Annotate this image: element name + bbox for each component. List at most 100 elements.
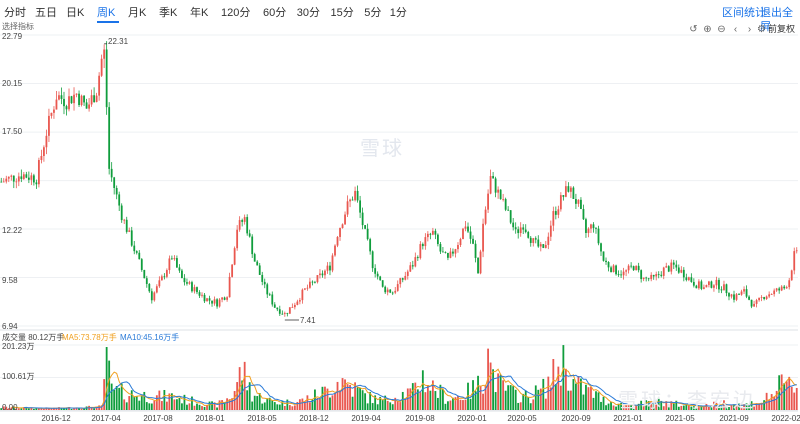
- period-tab-8[interactable]: 60分: [263, 7, 287, 19]
- volume-bar: [100, 405, 103, 410]
- period-tab-3[interactable]: 周K: [97, 7, 116, 19]
- volume-bar: [231, 398, 234, 410]
- candle: [43, 145, 45, 162]
- candle: [590, 223, 592, 233]
- volume-bar: [191, 396, 193, 410]
- period-tab-12[interactable]: 1分: [389, 7, 407, 19]
- settings-icon[interactable]: ⚙: [757, 24, 766, 35]
- range-stats-link[interactable]: 区间统计: [722, 7, 766, 19]
- period-tab-5[interactable]: 季K: [159, 7, 178, 19]
- volume-bar: [286, 399, 289, 410]
- period-tab-6[interactable]: 年K: [190, 7, 209, 19]
- volume-bar: [725, 406, 728, 410]
- volume-bar: [436, 397, 439, 410]
- candle: [728, 292, 730, 301]
- period-tab-11[interactable]: 5分: [364, 7, 382, 19]
- candle: [143, 269, 146, 279]
- candle: [20, 169, 23, 183]
- volume-bar: [301, 398, 304, 410]
- candle: [758, 297, 761, 302]
- candle: [499, 189, 502, 200]
- candle: [753, 300, 755, 307]
- candle: [58, 91, 60, 101]
- candle: [211, 300, 213, 307]
- candle: [504, 197, 507, 212]
- candle: [519, 222, 522, 237]
- volume-bar: [720, 406, 723, 410]
- candle: [738, 293, 740, 295]
- time-tick-13: 2021-09: [719, 414, 749, 423]
- period-tab-7[interactable]: 120分: [221, 7, 251, 19]
- candle: [123, 218, 126, 225]
- candle: [218, 298, 221, 308]
- candle: [775, 287, 778, 292]
- candle: [226, 296, 229, 302]
- volume-bar: [607, 403, 610, 410]
- candle: [168, 255, 171, 274]
- volume-bar: [539, 388, 542, 410]
- scroll-right-icon[interactable]: ›: [747, 24, 752, 35]
- candle: [482, 218, 484, 258]
- volume-bar: [426, 384, 429, 410]
- volume-bar: [2, 406, 5, 410]
- scroll-left-icon[interactable]: ‹: [733, 24, 738, 35]
- volume-bar: [344, 379, 346, 410]
- volume-bar: [236, 382, 239, 410]
- candle: [697, 279, 700, 290]
- volume-bar: [163, 389, 166, 410]
- candle: [612, 264, 615, 273]
- period-tab-4[interactable]: 月K: [128, 7, 147, 19]
- period-tab-1[interactable]: 五日: [35, 7, 57, 19]
- volume-bar: [319, 399, 321, 410]
- candle: [263, 278, 266, 289]
- volume-bar: [73, 408, 75, 410]
- volume-bar: [517, 402, 520, 410]
- volume-bar: [411, 383, 414, 410]
- candle: [140, 258, 143, 272]
- undo-icon[interactable]: ↺: [689, 24, 698, 35]
- volume-bar: [273, 402, 276, 410]
- candle: [740, 289, 743, 296]
- volume-bar: [758, 403, 761, 410]
- candle: [763, 296, 766, 301]
- candle: [191, 280, 193, 293]
- candle: [339, 227, 341, 241]
- adjust-select[interactable]: 前复权: [768, 24, 796, 34]
- indicator-select[interactable]: 选择指标: [2, 22, 34, 31]
- candle: [647, 277, 650, 282]
- zoom-out-icon[interactable]: ⊖: [717, 24, 726, 35]
- volume-bar: [283, 405, 286, 410]
- volume-bar: [65, 407, 68, 410]
- candle: [314, 280, 316, 284]
- exit-fullscreen-link[interactable]: 退出全屏: [760, 7, 793, 33]
- volume-bar: [37, 408, 40, 410]
- candle: [53, 106, 55, 119]
- volume-bar: [145, 402, 148, 410]
- volume-tick-3: 0.00: [2, 403, 18, 412]
- volume-bar: [349, 384, 351, 410]
- volume-bar: [63, 408, 65, 410]
- volume-bar: [251, 401, 254, 410]
- candle: [429, 232, 432, 240]
- volume-bar: [708, 406, 710, 410]
- candle: [745, 285, 748, 299]
- period-tab-9[interactable]: 30分: [296, 7, 320, 19]
- volume-bar: [316, 397, 319, 410]
- volume-bar: [7, 408, 10, 410]
- volume-bar: [258, 393, 261, 410]
- period-tab-0[interactable]: 分时: [4, 7, 26, 19]
- volume-bar: [75, 407, 78, 410]
- period-tab-10[interactable]: 15分: [330, 7, 354, 19]
- candle: [135, 250, 138, 255]
- volume-bar: [442, 389, 444, 410]
- zoom-in-icon[interactable]: ⊕: [703, 24, 712, 35]
- volume-bar: [610, 401, 612, 410]
- volume-bar: [55, 408, 58, 410]
- volume-bar: [569, 390, 572, 410]
- volume-bar: [326, 388, 329, 410]
- volume-bar: [43, 408, 45, 410]
- active-period-indicator: [97, 21, 119, 23]
- candle: [128, 227, 131, 233]
- period-tab-2[interactable]: 日K: [66, 7, 85, 19]
